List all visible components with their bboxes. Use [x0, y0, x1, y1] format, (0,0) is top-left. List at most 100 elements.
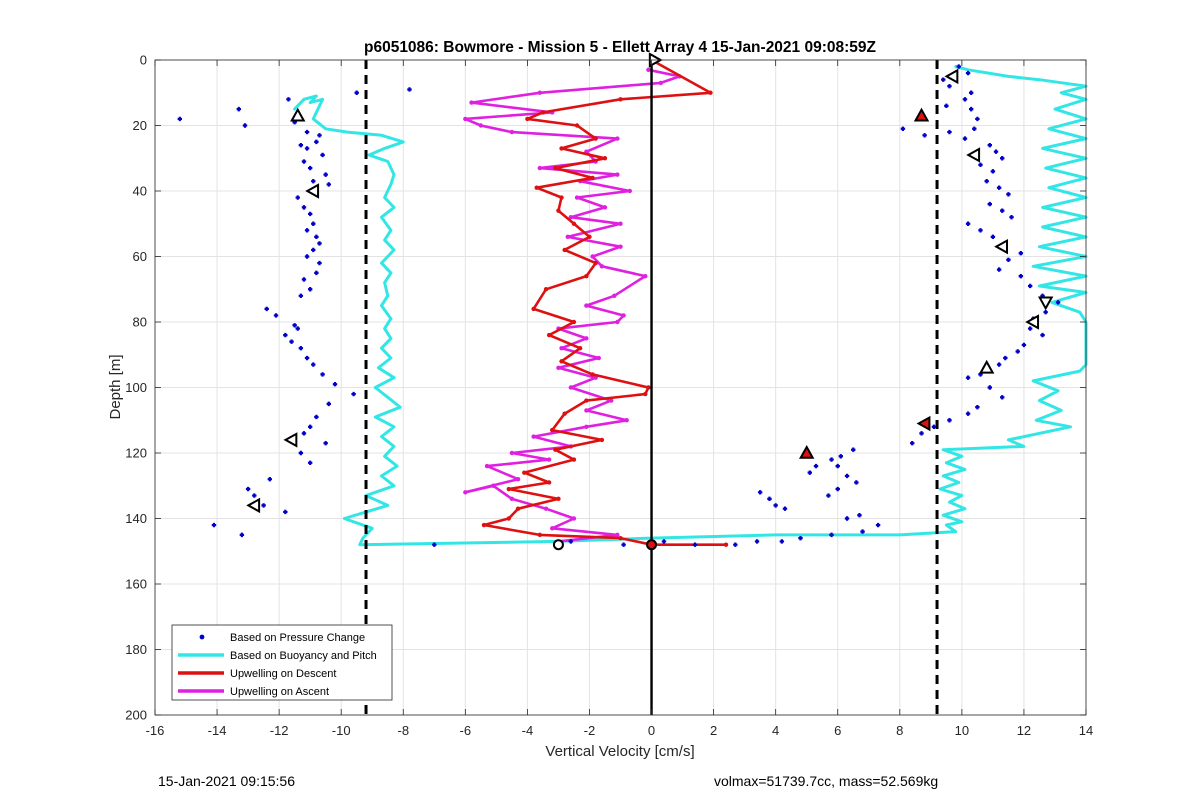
pressure-change-point: [301, 277, 307, 282]
descent-upwelling-point: [546, 480, 552, 485]
y-tick-label: 140: [125, 511, 147, 526]
pressure-change-point: [692, 542, 698, 547]
triangle-left-marker: [283, 432, 298, 448]
ascent-upwelling-point: [615, 532, 620, 538]
pressure-change-point: [307, 165, 313, 171]
pressure-change-point: [962, 97, 968, 102]
pressure-change-point: [351, 391, 356, 397]
y-tick-label: 180: [125, 642, 147, 657]
pressure-change-point: [236, 106, 241, 112]
pressure-change-point: [239, 532, 245, 538]
y-axis-label: Depth [m]: [107, 354, 124, 419]
descent-upwelling-point: [556, 208, 561, 213]
ascent-upwelling-point: [509, 496, 515, 502]
pressure-change-point: [283, 332, 288, 338]
footer-timestamp: 15-Jan-2021 09:15:56: [158, 773, 295, 789]
pressure-change-point: [844, 516, 850, 521]
descent-upwelling-point: [602, 156, 608, 161]
pressure-change-point: [978, 162, 983, 167]
pressure-change-point: [773, 503, 778, 508]
x-tick-label: 4: [772, 723, 779, 738]
pressure-change-point: [307, 287, 313, 292]
descent-upwelling-point: [506, 486, 511, 492]
descent-upwelling-point: [546, 332, 552, 338]
pressure-change-point: [314, 270, 319, 276]
pressure-change-point: [1006, 257, 1011, 262]
descent-upwelling-point: [515, 506, 521, 511]
pressure-change-point: [332, 382, 338, 387]
pressure-change-point: [661, 539, 667, 544]
pressure-change-point: [407, 87, 412, 92]
descent-upwelling-point: [559, 195, 564, 200]
pressure-change-point: [944, 103, 949, 109]
pressure-change-point: [919, 431, 924, 436]
pressure-change-point: [314, 139, 319, 145]
circle-marker: [552, 539, 564, 551]
pressure-change-point: [267, 477, 273, 482]
pressure-change-point: [956, 64, 961, 69]
pressure-change-point: [311, 362, 316, 367]
x-axis-label: Vertical Velocity [cm/s]: [545, 743, 694, 760]
pressure-change-point: [757, 490, 763, 495]
ascent-upwelling-point: [484, 463, 490, 469]
x-tick-label: -14: [208, 723, 227, 738]
ascent-upwelling-point: [599, 264, 605, 269]
ascent-upwelling-point: [537, 165, 543, 171]
legend-swatch-pressure: [199, 634, 205, 640]
pressure-change-point: [972, 126, 977, 131]
pressure-change-point: [965, 221, 971, 226]
ascent-upwelling-point: [463, 490, 468, 495]
descent-upwelling-point: [618, 97, 623, 102]
pressure-change-point: [1000, 395, 1005, 400]
x-tick-label: 14: [1079, 723, 1093, 738]
pressure-change-point: [323, 172, 328, 177]
footer-volume-mass: volmax=51739.7cc, mass=52.569kg: [714, 773, 939, 789]
pressure-change-point: [252, 493, 257, 498]
pressure-change-point: [1018, 251, 1024, 256]
ascent-upwelling-point: [624, 418, 629, 423]
pressure-change-point: [900, 126, 906, 131]
ascent-upwelling-point: [618, 244, 623, 249]
pressure-change-point: [996, 362, 1002, 367]
pressure-change-point: [298, 450, 304, 456]
pressure-change-point: [965, 70, 971, 76]
pressure-change-point: [813, 463, 819, 469]
pressure-change-point: [311, 178, 316, 184]
triangle-up-marker: [978, 359, 995, 374]
pressure-change-point: [875, 522, 881, 528]
ascent-upwelling-point: [469, 100, 474, 105]
ascent-upwelling-point: [531, 434, 536, 439]
pressure-change-point: [1043, 309, 1048, 315]
pressure-change-point: [996, 267, 1002, 272]
pressure-change-point: [996, 185, 1002, 190]
pressure-change-point: [245, 486, 251, 492]
pressure-change-point: [317, 241, 322, 246]
ascent-upwelling-point: [568, 215, 574, 220]
ascent-upwelling-point: [546, 457, 552, 462]
ascent-upwelling-point: [574, 195, 580, 200]
triangle-left-marker: [305, 183, 320, 199]
pressure-change-point: [298, 142, 304, 148]
pressure-change-point: [947, 418, 952, 423]
pressure-change-point: [984, 178, 989, 184]
ascent-upwelling-point: [463, 116, 468, 122]
pressure-change-point: [320, 152, 325, 158]
pressure-change-point: [975, 404, 980, 410]
ascent-upwelling-point: [584, 303, 589, 308]
pressure-change-point: [829, 457, 834, 462]
pressure-change-point: [844, 473, 850, 479]
pressure-change-point: [798, 535, 803, 541]
y-tick-label: 60: [133, 249, 147, 264]
pressure-change-point: [987, 385, 992, 390]
pressure-change-point: [304, 146, 310, 151]
descent-upwelling-point: [618, 535, 623, 541]
axis-ticks: -16 -14 -12 -10 -8 -6 -4 -2 0 2 4 6 8 10 12 14020406080…: [125, 53, 1093, 739]
plot-area: [177, 52, 1088, 715]
y-tick-label: 20: [133, 118, 147, 133]
x-tick-label: 12: [1017, 723, 1031, 738]
y-tick-label: 0: [140, 53, 147, 68]
ascent-upwelling-point: [584, 336, 589, 341]
pressure-change-point: [301, 205, 307, 210]
pressure-change-point: [307, 424, 313, 429]
